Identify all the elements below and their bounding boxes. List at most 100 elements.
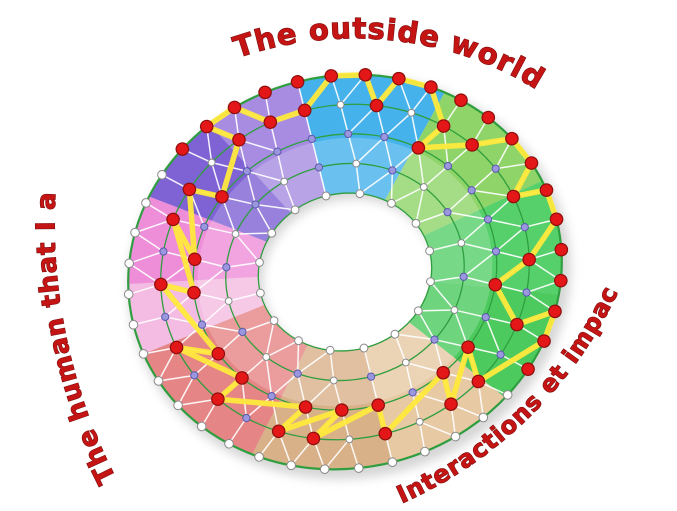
node-red	[335, 403, 349, 417]
node-purple	[222, 263, 231, 272]
sector-cyan	[297, 74, 445, 201]
graph-nodes	[123, 100, 531, 474]
node-red	[436, 119, 451, 133]
node-purple	[443, 208, 452, 217]
mesh-line	[348, 438, 360, 469]
node-red	[175, 142, 190, 156]
mesh-line	[270, 372, 299, 397]
node-red	[324, 69, 339, 83]
node-red	[369, 98, 384, 113]
node-white	[390, 329, 400, 339]
node-white	[255, 257, 264, 267]
node-red	[211, 392, 225, 406]
sector-light-green	[384, 92, 542, 236]
mesh-line	[394, 333, 407, 364]
node-white	[231, 230, 240, 238]
node-red	[182, 182, 197, 197]
mesh-line	[283, 180, 296, 211]
mesh-line	[460, 218, 489, 244]
mesh-line	[415, 211, 449, 225]
mesh-line	[203, 226, 237, 235]
node-red	[215, 190, 229, 204]
node-purple	[496, 350, 505, 359]
node-purple	[307, 134, 316, 143]
mesh-line	[329, 349, 335, 382]
node-white	[457, 239, 466, 247]
mesh-line	[246, 170, 285, 183]
node-white	[224, 297, 233, 305]
torus-graphics	[123, 68, 571, 480]
node-purple	[481, 313, 490, 322]
mesh-line	[363, 347, 372, 378]
node-purple	[366, 372, 376, 381]
node-white	[173, 400, 183, 411]
node-white	[153, 376, 164, 386]
mesh-line	[411, 391, 421, 423]
node-purple	[267, 392, 276, 401]
node-red	[461, 340, 475, 354]
mesh-line	[296, 339, 300, 375]
node-white	[319, 464, 330, 474]
node-red	[258, 85, 272, 100]
node-white	[207, 158, 216, 167]
mesh-line	[347, 133, 357, 165]
node-white	[224, 438, 234, 449]
mesh-line	[446, 211, 489, 221]
node-white	[407, 108, 416, 117]
node-red	[436, 365, 450, 380]
node-purple	[483, 215, 493, 224]
mesh-line	[254, 203, 296, 211]
highlight-path	[158, 72, 560, 442]
sector-light-pink	[128, 276, 265, 354]
node-red	[471, 374, 486, 389]
node-red	[227, 100, 242, 115]
mesh-line	[245, 395, 273, 419]
node-purple	[380, 132, 389, 142]
node-purple	[161, 312, 170, 321]
mesh-line	[128, 250, 165, 265]
mesh-line	[462, 250, 497, 278]
mesh-line	[228, 417, 248, 445]
node-white	[280, 177, 289, 186]
node-white	[419, 183, 428, 191]
mesh-line	[265, 356, 273, 397]
node-white	[255, 288, 265, 298]
mesh-line	[134, 231, 165, 253]
node-purple	[273, 147, 282, 156]
node-white	[128, 319, 139, 330]
sector-magenta	[128, 196, 267, 284]
node-red	[454, 93, 468, 108]
mesh-line	[132, 316, 166, 326]
mesh-line	[429, 280, 456, 311]
mesh-line	[390, 186, 425, 205]
node-purple	[190, 371, 199, 380]
node-purple	[314, 163, 324, 172]
node-white	[130, 227, 140, 238]
node-red	[371, 398, 385, 412]
node-white	[138, 349, 149, 359]
node-white	[290, 205, 300, 215]
node-purple	[491, 247, 501, 256]
node-red	[488, 277, 503, 292]
node-white	[353, 463, 364, 473]
node-red	[290, 75, 305, 89]
node-purple	[293, 369, 302, 378]
mesh-line	[418, 421, 457, 438]
node-purple	[522, 288, 531, 297]
mesh-line	[383, 136, 394, 172]
node-white	[401, 358, 410, 367]
label-human-that-i-am-text: The human that I am	[0, 0, 122, 489]
node-red	[392, 71, 406, 86]
node-white	[411, 218, 421, 228]
mesh-line	[265, 339, 300, 358]
mesh-line	[276, 150, 285, 183]
node-red	[271, 424, 286, 439]
node-red	[522, 252, 536, 267]
node-white	[450, 431, 461, 442]
mesh-line	[201, 323, 244, 333]
mesh-line	[495, 226, 526, 253]
node-white	[502, 390, 513, 400]
node-red	[554, 242, 569, 257]
torus-rotated-group	[123, 68, 571, 480]
